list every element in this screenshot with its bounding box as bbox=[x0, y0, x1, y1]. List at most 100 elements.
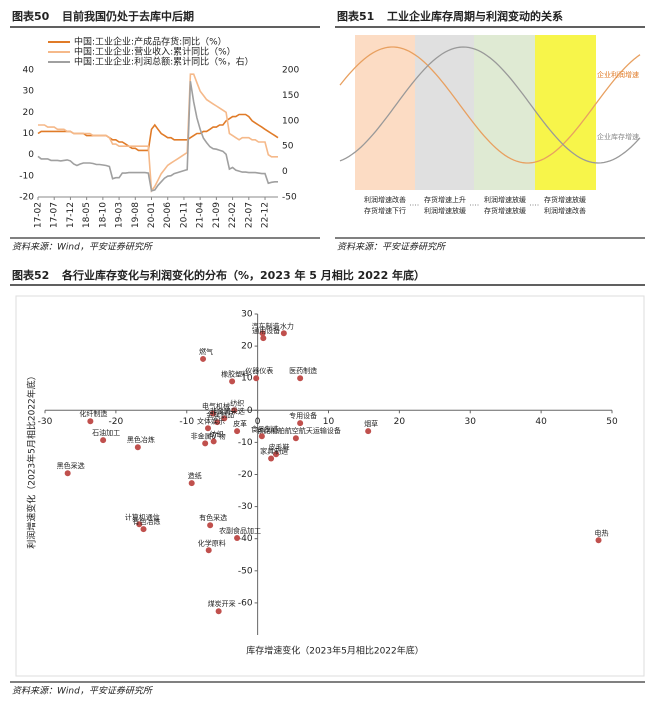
point-label: 纺织 bbox=[210, 429, 224, 438]
curve-label: 企业库存增速 bbox=[597, 132, 639, 141]
phase-label: 利润增速改善 bbox=[544, 206, 586, 215]
band bbox=[535, 35, 596, 190]
point-label: 农副食品加工 bbox=[219, 526, 261, 535]
point bbox=[231, 407, 238, 414]
point-label: 通用设备 bbox=[252, 326, 280, 335]
point bbox=[100, 437, 107, 444]
series-line bbox=[37, 113, 279, 152]
point bbox=[273, 451, 280, 458]
point-label: 铁路船舶航空航天运输设备 bbox=[257, 426, 341, 435]
y-tick-label: 10 bbox=[241, 374, 253, 384]
x-tick-label: 20-11 bbox=[179, 202, 189, 228]
phase-label: 存货增速放缓 bbox=[484, 206, 526, 215]
point-label: 计算机通信 bbox=[125, 512, 160, 521]
point bbox=[234, 535, 241, 542]
point-label: 食品制造 bbox=[251, 424, 279, 433]
point-label: 化学原料 bbox=[198, 538, 226, 547]
point bbox=[205, 547, 212, 554]
point bbox=[253, 375, 260, 382]
point bbox=[595, 537, 602, 544]
y-tick-label: 10 bbox=[23, 129, 35, 139]
point-label: 造纸 bbox=[188, 471, 202, 480]
legend-label: 中国:工业企业:产成品存货:同比（%） bbox=[74, 36, 227, 48]
y2-tick-label: 150 bbox=[282, 91, 299, 101]
point bbox=[64, 470, 71, 477]
figure-title: 各行业库存变化与利润变化的分布（%，2023 年 5 月相比 2022 年底） bbox=[61, 268, 425, 282]
point-label: 文体娱乐 bbox=[197, 416, 225, 425]
phase-label: 存货增速下行 bbox=[364, 206, 406, 215]
y-tick-label: -30 bbox=[238, 502, 253, 512]
point bbox=[292, 435, 299, 442]
point-label: 煤炭开采 bbox=[208, 599, 236, 608]
point bbox=[297, 420, 304, 427]
point-label: 医药制造 bbox=[289, 366, 317, 375]
x-tick-label: 18-10 bbox=[98, 202, 108, 228]
point bbox=[229, 378, 236, 385]
x-tick-label: -20 bbox=[109, 417, 124, 427]
point-label: 皮革 bbox=[233, 419, 247, 428]
y2-tick-label: 0 bbox=[282, 167, 288, 177]
point-label: 燃气 bbox=[199, 347, 213, 356]
x-tick-label: 30 bbox=[465, 417, 477, 427]
diagram: 企业利润增速企业库存增速利润增速改善存货增速下行存货增速上升利润增速放缓利润增速… bbox=[339, 46, 641, 215]
point-label: 有色冶炼 bbox=[133, 517, 161, 526]
inventory-curve bbox=[339, 46, 641, 164]
phase-label: 存货增速放缓 bbox=[544, 195, 586, 204]
point bbox=[200, 355, 207, 362]
y2-tick-label: 100 bbox=[282, 116, 299, 126]
point-label: 化纤制造 bbox=[79, 409, 107, 418]
point-label: 橡胶塑料 bbox=[221, 369, 249, 378]
band bbox=[415, 35, 474, 190]
x-tick-label: 17-02 bbox=[34, 202, 44, 228]
point-label: 非金属矿物 bbox=[191, 431, 226, 440]
x-tick-label: 10 bbox=[323, 417, 335, 427]
x-tick-label: 21-09 bbox=[212, 202, 222, 228]
point-label: 金属制品 bbox=[206, 410, 234, 419]
point bbox=[209, 410, 216, 417]
source: 资料来源：Wind，平安证券研究所 bbox=[12, 242, 154, 253]
chart-52: -30 -20 -10 0 10 20 30 40 50 -60 -50 -40 -30 -20 -10 0 1… bbox=[26, 310, 618, 657]
x-tick-label: 19-03 bbox=[115, 202, 125, 228]
figure-title: 工业企业库存周期与利润变动的关系 bbox=[387, 9, 563, 23]
chart-50: -20 -10 0 10 20 30 40 -50 0 50 100 150 200 17-02 17-07… bbox=[19, 36, 299, 229]
x-tick-label: 17-07 bbox=[50, 202, 60, 228]
y-tick-label: 0 bbox=[28, 150, 34, 160]
x-tick-label: 22-02 bbox=[228, 202, 238, 228]
x-tick-label: 20 bbox=[394, 417, 406, 427]
point bbox=[214, 419, 221, 426]
y-tick-label: 20 bbox=[241, 342, 253, 352]
point bbox=[205, 425, 212, 432]
band bbox=[355, 35, 415, 190]
x-tick-label: 40 bbox=[535, 417, 547, 427]
point bbox=[215, 608, 222, 615]
y-tick-label: 40 bbox=[23, 66, 35, 76]
source: 资料来源：平安证券研究所 bbox=[337, 242, 447, 253]
point bbox=[365, 428, 372, 435]
point-label: 黑色冶炼 bbox=[127, 435, 155, 444]
point bbox=[258, 433, 265, 440]
figure-number: 图表52 bbox=[12, 268, 49, 282]
y-tick-label: -50 bbox=[238, 566, 253, 576]
y-tick-label: -10 bbox=[238, 438, 253, 448]
phase-label: 存货增速上升 bbox=[424, 195, 466, 204]
x-tick-label: 20-06 bbox=[163, 202, 173, 228]
x-tick-label: 20-01 bbox=[147, 202, 157, 228]
y-tick-label: 0 bbox=[247, 406, 253, 416]
point bbox=[136, 521, 143, 528]
legend-label: 中国:工业企业:营业收入:累计同比（%） bbox=[74, 46, 236, 58]
x-tick-label: 22-12 bbox=[261, 202, 271, 228]
figure-title: 目前我国仍处于去库中后期 bbox=[62, 9, 194, 23]
x-tick-label: -10 bbox=[179, 417, 194, 427]
point bbox=[210, 438, 217, 445]
point-label: 电气机械 bbox=[202, 402, 230, 411]
point bbox=[297, 375, 304, 382]
point bbox=[202, 440, 209, 447]
x-tick-label: 19-08 bbox=[131, 202, 141, 228]
phase-label: 利润增速改善 bbox=[364, 195, 406, 204]
point-label: 家具制造 bbox=[260, 446, 288, 455]
y-tick-label: 30 bbox=[23, 87, 35, 97]
point bbox=[207, 522, 214, 529]
y2-tick-label: 200 bbox=[282, 66, 299, 76]
figure-number: 图表51 bbox=[337, 9, 374, 23]
x-tick-label: 0 bbox=[255, 417, 261, 427]
